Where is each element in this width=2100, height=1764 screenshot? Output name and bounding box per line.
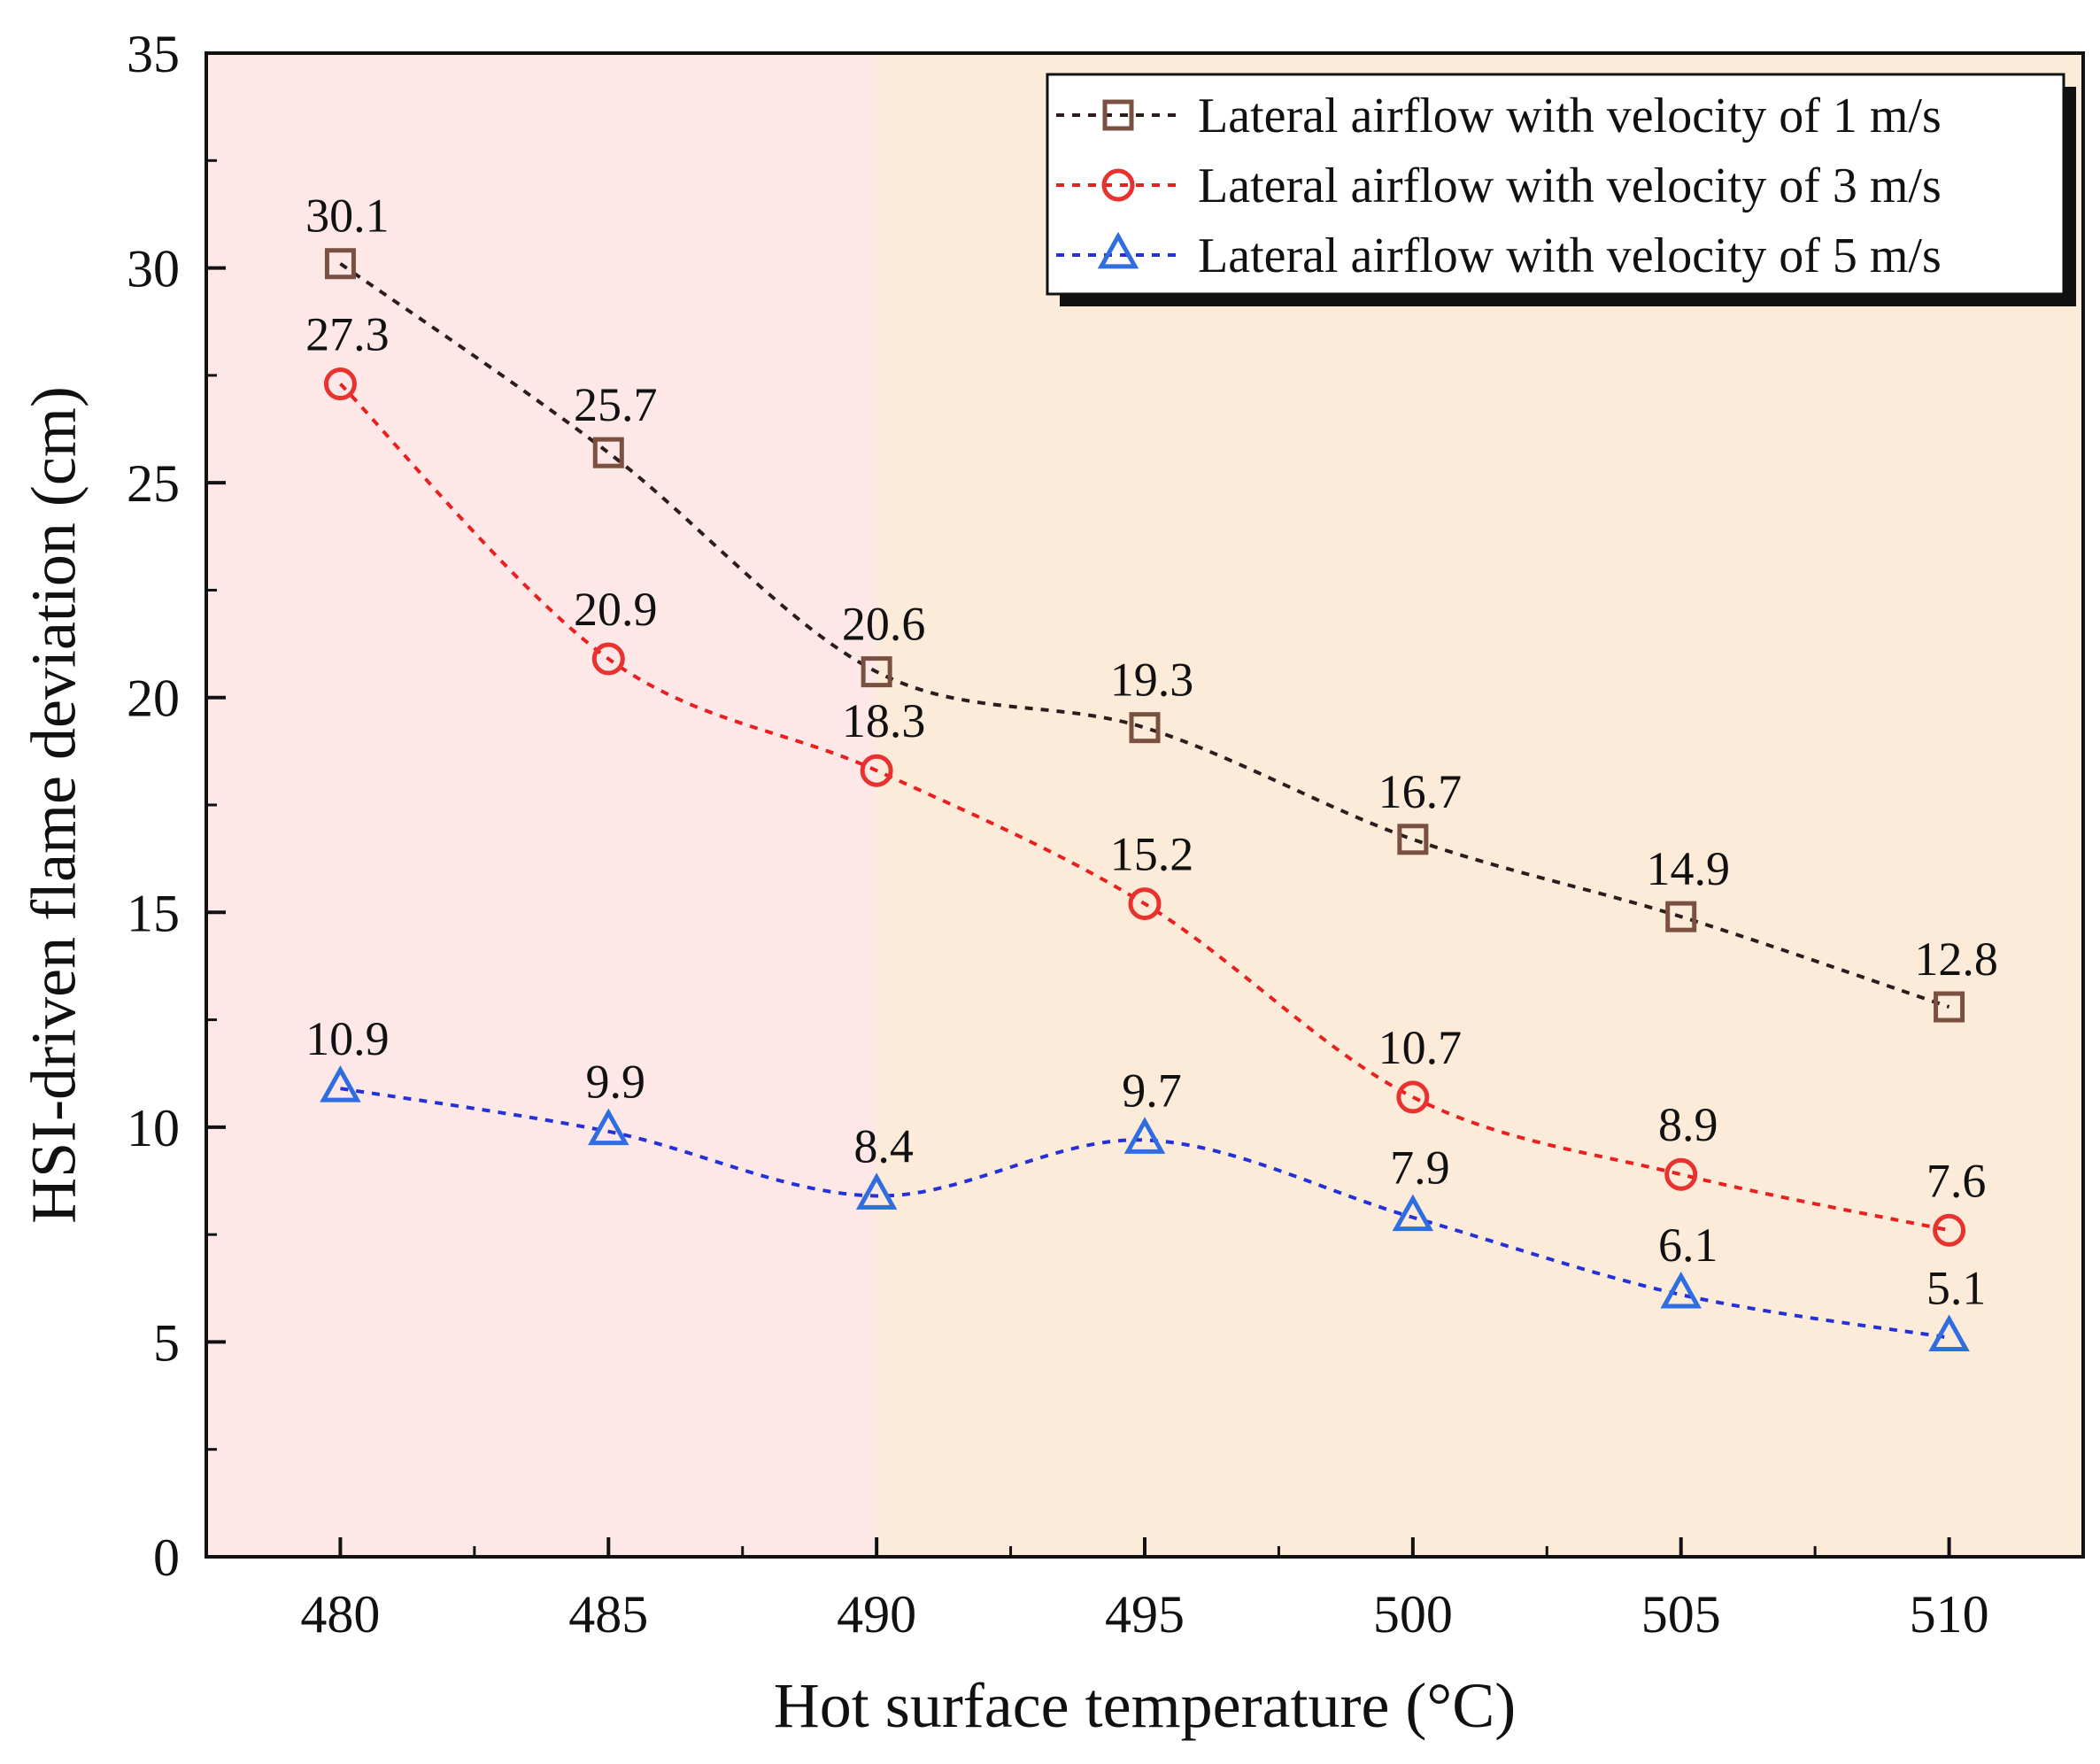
data-label: 20.6 xyxy=(842,598,926,651)
x-tick-label: 495 xyxy=(1105,1585,1185,1644)
data-label: 30.1 xyxy=(305,190,390,243)
data-label: 16.7 xyxy=(1378,765,1463,818)
data-point xyxy=(1128,887,1162,921)
legend-entry: Lateral airflow with velocity of 1 m/s xyxy=(1198,89,1942,143)
data-point xyxy=(861,656,892,688)
x-tick-label: 505 xyxy=(1641,1585,1721,1644)
data-label: 8.9 xyxy=(1658,1098,1718,1151)
x-tick-label: 510 xyxy=(1910,1585,1989,1644)
data-label: 10.7 xyxy=(1378,1021,1463,1074)
y-tick-label: 15 xyxy=(127,884,180,942)
data-label: 5.1 xyxy=(1926,1262,1987,1315)
data-point xyxy=(855,1172,898,1210)
data-label: 8.4 xyxy=(853,1119,914,1172)
legend-marker xyxy=(1102,99,1134,131)
data-point xyxy=(592,437,624,468)
data-point xyxy=(1665,901,1697,932)
y-tick-label: 10 xyxy=(127,1099,180,1157)
legend: Lateral airflow with velocity of 1 m/s La… xyxy=(1046,73,2076,306)
data-label: 9.9 xyxy=(586,1056,646,1109)
data-label: 20.9 xyxy=(574,583,658,636)
data-point xyxy=(1934,991,1965,1023)
data-point xyxy=(1933,1213,1966,1247)
x-tick-label: 500 xyxy=(1373,1585,1453,1644)
data-point xyxy=(1396,1080,1430,1114)
y-tick-label: 25 xyxy=(127,454,180,513)
data-label: 12.8 xyxy=(1914,932,1998,986)
data-point xyxy=(320,1064,361,1102)
y-tick-label: 0 xyxy=(153,1528,180,1587)
data-label: 25.7 xyxy=(574,378,658,431)
data-label: 10.9 xyxy=(305,1012,390,1065)
data-point xyxy=(1123,1117,1166,1154)
x-tick-label: 490 xyxy=(837,1585,916,1644)
data-point xyxy=(1660,1271,1702,1309)
y-tick-label: 35 xyxy=(127,25,180,83)
series-line-3 xyxy=(340,1087,1949,1340)
x-tick-label: 485 xyxy=(568,1585,648,1644)
data-point xyxy=(1129,712,1161,744)
series-line-1 xyxy=(339,262,1950,1009)
series-markers xyxy=(320,248,1970,1351)
y-tick-label: 5 xyxy=(153,1313,180,1372)
legend-box xyxy=(1046,73,2065,296)
data-label: 9.7 xyxy=(1122,1064,1182,1117)
legend-marker xyxy=(1101,168,1135,202)
data-point xyxy=(1664,1157,1698,1191)
data-point xyxy=(324,248,356,280)
legend-entry: Lateral airflow with velocity of 3 m/s xyxy=(1198,159,1942,213)
data-label: 7.9 xyxy=(1390,1141,1450,1195)
y-tick-label: 20 xyxy=(127,669,180,728)
data-label: 6.1 xyxy=(1658,1219,1718,1272)
legend-marker xyxy=(1097,231,1139,269)
y-tick-label: 30 xyxy=(127,240,180,298)
data-point xyxy=(1397,824,1429,855)
data-point xyxy=(860,754,893,787)
data-label: 14.9 xyxy=(1646,842,1730,895)
data-label: 27.3 xyxy=(305,308,390,361)
data-point xyxy=(591,642,625,676)
x-axis-title: Hot surface temperature (°C) xyxy=(774,1670,1516,1741)
data-label: 19.3 xyxy=(1110,654,1194,707)
data-label: 7.6 xyxy=(1926,1154,1987,1207)
data-label: 15.2 xyxy=(1110,828,1194,881)
data-label: 18.3 xyxy=(842,694,926,747)
y-axis-title: HSI-driven flame deviation (cm) xyxy=(19,386,89,1224)
legend-entry: Lateral airflow with velocity of 5 m/s xyxy=(1198,228,1942,283)
data-point xyxy=(323,368,357,401)
background-region-0 xyxy=(206,53,877,1557)
data-labels: 30.1 25.7 20.6 19.3 16.7 14.9 12.8 27.3 20.9 18.3… xyxy=(305,190,1998,1315)
x-tick-label: 480 xyxy=(300,1585,380,1644)
data-point xyxy=(1392,1194,1434,1232)
data-point xyxy=(1928,1314,1970,1351)
data-point xyxy=(588,1108,629,1146)
